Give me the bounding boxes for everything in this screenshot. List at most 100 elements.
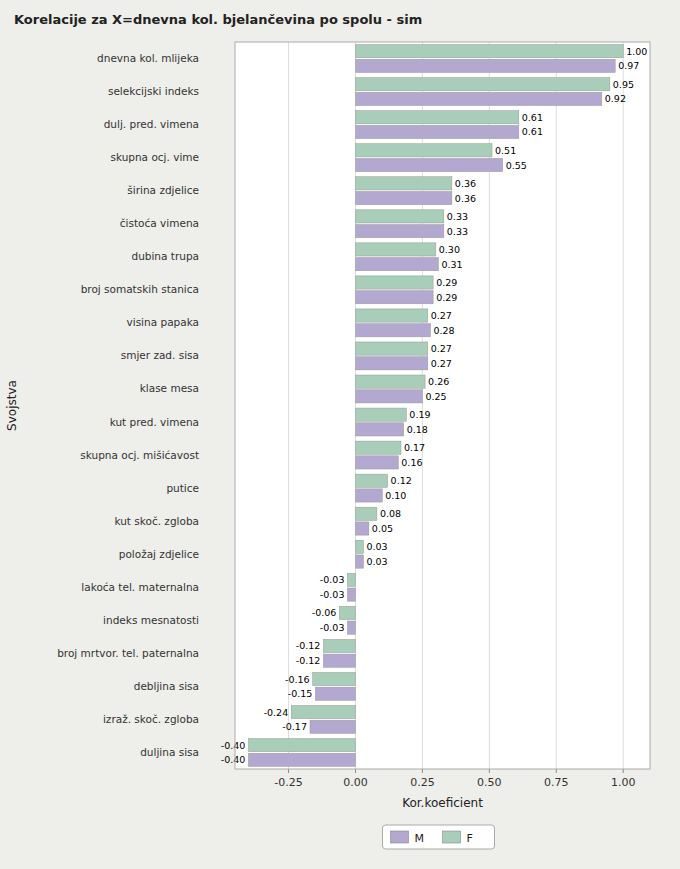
tick-mark [422, 769, 423, 773]
bar [248, 753, 355, 766]
tick-mark [355, 769, 356, 773]
y-axis: duljina sisaizraž. skoč. zglobadebljina … [57, 52, 199, 758]
y-axis-label: Svojstva [5, 380, 19, 431]
tick-mark [489, 769, 490, 773]
tick-label: skupna ocj. mišićavost [80, 449, 199, 461]
bar [355, 408, 406, 421]
tick-label: 0.50 [477, 776, 502, 789]
bar [355, 507, 376, 520]
data-label: 0.55 [506, 160, 527, 171]
bar [347, 573, 355, 586]
bar [355, 243, 435, 256]
bar [347, 588, 355, 601]
legend-label: M [415, 832, 425, 845]
bar [355, 191, 451, 204]
title: Korelacije za X=dnevna kol. bjelančevina… [14, 12, 422, 27]
grid-line [556, 42, 557, 769]
tick-label: dulj. pred. vimena [104, 118, 199, 130]
grid-line [288, 42, 289, 769]
bar [355, 111, 518, 124]
grid-line [623, 42, 624, 769]
bar [313, 672, 356, 685]
data-label: -0.16 [285, 674, 310, 685]
bar [310, 720, 356, 733]
tick-label: debljina sisa [134, 680, 199, 692]
data-label: 0.08 [380, 508, 401, 519]
data-label: 0.17 [404, 442, 425, 453]
bar [355, 144, 492, 157]
bar [355, 324, 430, 337]
data-label: 0.51 [495, 145, 516, 156]
tick-mark [556, 769, 557, 773]
bar [355, 224, 443, 237]
data-label: -0.15 [288, 688, 313, 699]
legend: MF [383, 825, 495, 849]
tick-label: kut pred. vimena [110, 416, 199, 428]
tick-label: broj mrtvor. tel. paternalna [57, 647, 199, 659]
data-label: -0.40 [221, 754, 246, 765]
data-label: -0.12 [296, 640, 321, 651]
bar [315, 687, 355, 700]
tick-label: dubina trupa [131, 250, 199, 262]
data-label: 1.00 [626, 46, 647, 57]
bar [347, 621, 355, 634]
data-label: -0.03 [320, 574, 345, 585]
x-axis-label: Kor.koeficient [402, 796, 483, 810]
legend-label: F [467, 832, 473, 845]
bar [355, 59, 615, 72]
data-label: 0.28 [433, 325, 454, 336]
data-label: 0.36 [455, 193, 476, 204]
tick-label: klase mesa [140, 382, 199, 394]
bar [355, 309, 427, 322]
legend-box [383, 825, 495, 849]
bar [355, 45, 623, 58]
tick-label: 0.75 [544, 776, 569, 789]
tick-label: širina zdjelice [127, 184, 199, 196]
bar [355, 540, 363, 553]
bar [355, 78, 609, 91]
x-axis: -0.25 0.00 0.25 0.50 0.75 1.00 [274, 42, 635, 789]
tick-label: -0.25 [274, 776, 302, 789]
tick-mark [288, 769, 289, 773]
data-label: 0.16 [401, 457, 422, 468]
bar [339, 606, 355, 619]
tick-label: skupna ocj. vime [110, 151, 199, 163]
data-label: 0.61 [522, 112, 543, 123]
bar [355, 158, 502, 171]
data-label: 0.27 [431, 310, 452, 321]
bar [355, 489, 382, 502]
bar [355, 390, 422, 403]
data-label: 0.05 [372, 523, 393, 534]
data-label: 0.25 [425, 391, 446, 402]
tick-label: 1.00 [611, 776, 636, 789]
data-label: -0.12 [296, 655, 321, 666]
tick-label: selekcijski indeks [108, 85, 199, 97]
bar [248, 739, 355, 752]
bar [355, 555, 363, 568]
bar [355, 375, 425, 388]
data-label: 0.30 [439, 244, 460, 255]
bar [355, 291, 433, 304]
tick-label: broj somatskih stanica [81, 283, 199, 295]
tick-label: 0.00 [343, 776, 368, 789]
data-label: 0.31 [441, 259, 462, 270]
tick-label: 0.25 [410, 776, 435, 789]
data-label: 0.03 [367, 556, 388, 567]
bars [248, 45, 623, 767]
data-label: -0.24 [264, 707, 289, 718]
data-label: 0.92 [605, 93, 626, 104]
data-label: 0.19 [409, 409, 430, 420]
data-label: -0.03 [320, 622, 345, 633]
tick-label: položaj zdjelice [119, 548, 199, 560]
tick-label: indeks mesnatosti [103, 614, 199, 626]
bar [355, 456, 398, 469]
tick-label: visina papaka [127, 316, 199, 328]
data-label: -0.40 [221, 740, 246, 751]
data-label: -0.03 [320, 589, 345, 600]
bar [355, 258, 438, 271]
tick-label: izraž. skoč. zgloba [103, 713, 199, 725]
data-label: 0.29 [436, 292, 457, 303]
tick-label: smjer zad. sisa [121, 349, 199, 361]
data-label: 0.18 [407, 424, 428, 435]
tick-label: putice [166, 482, 199, 494]
